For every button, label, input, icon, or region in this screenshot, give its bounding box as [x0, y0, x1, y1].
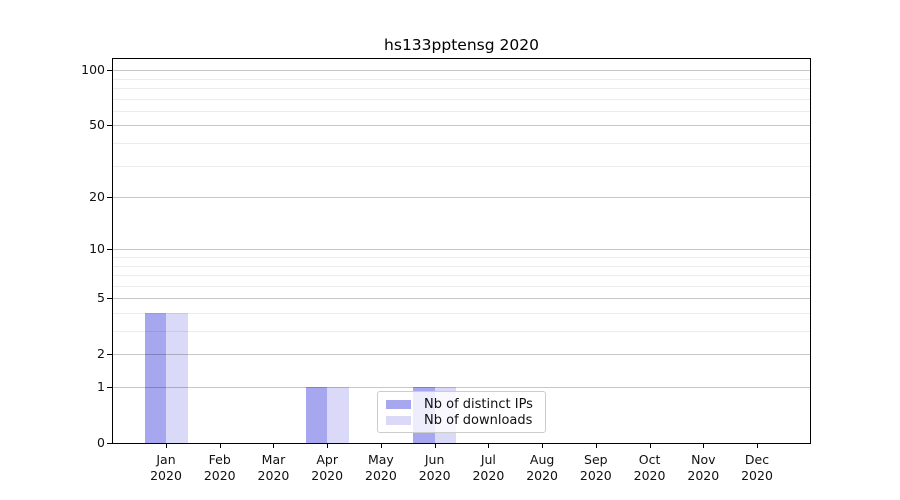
- x-tick-label-dec: Dec 2020: [730, 452, 784, 484]
- x-tick-label-nov: Nov 2020: [676, 452, 730, 484]
- legend-item-downloads: Nb of downloads: [386, 412, 537, 428]
- x-tick-month: Jun: [424, 452, 445, 467]
- x-tick-month: Jul: [480, 452, 496, 467]
- y-tick-0: [107, 443, 112, 444]
- x-tick-year: 2020: [150, 468, 182, 483]
- y-tick-2: [107, 354, 112, 356]
- x-tick-label-jan: Jan 2020: [139, 452, 193, 484]
- plot-area: Nb of distinct IPs Nb of downloads: [112, 58, 811, 444]
- x-tick-label-feb: Feb 2020: [193, 452, 247, 484]
- legend-label-downloads: Nb of downloads: [424, 412, 533, 428]
- x-tick-aug: [542, 444, 544, 448]
- x-tick-may: [380, 444, 382, 448]
- x-tick-year: 2020: [687, 468, 720, 483]
- x-tick-mar: [273, 444, 275, 448]
- x-tick-month: May: [367, 452, 394, 467]
- bar-distinct-ips-jan: [144, 313, 166, 443]
- x-tick-month: Sep: [584, 452, 608, 467]
- bars-layer: [113, 59, 810, 443]
- y-tick-label-2: 2: [97, 346, 105, 362]
- y-tick-50: [107, 125, 112, 127]
- legend-label-distinct-ips: Nb of distinct IPs: [424, 396, 533, 412]
- x-tick-month: Apr: [316, 452, 338, 467]
- x-tick-year: 2020: [311, 468, 344, 483]
- x-tick-label-sep: Sep 2020: [569, 452, 623, 484]
- x-tick-label-aug: Aug 2020: [515, 452, 569, 484]
- x-tick-label-mar: Mar 2020: [246, 452, 300, 484]
- x-tick-oct: [649, 444, 651, 448]
- legend-swatch-downloads: [386, 415, 411, 425]
- x-tick-year: 2020: [579, 468, 612, 483]
- x-tick-label-oct: Oct 2020: [623, 452, 677, 484]
- y-tick-label-50: 50: [89, 117, 105, 133]
- x-tick-year: 2020: [257, 468, 290, 483]
- y-tick-label-1: 1: [97, 379, 105, 394]
- x-tick-month: Mar: [261, 452, 286, 467]
- x-tick-label-apr: Apr 2020: [300, 452, 354, 484]
- x-tick-sep: [595, 444, 597, 448]
- y-tick-5: [107, 298, 112, 300]
- x-tick-feb: [219, 444, 221, 448]
- x-tick-label-jul: Jul 2020: [461, 452, 515, 484]
- x-tick-label-may: May 2020: [354, 452, 408, 484]
- y-tick-100: [107, 70, 112, 72]
- x-tick-label-jun: Jun 2020: [408, 452, 462, 484]
- x-tick-month: Jan: [156, 452, 176, 467]
- x-tick-month: Dec: [744, 452, 770, 467]
- bar-distinct-ips-apr: [305, 387, 328, 443]
- x-tick-month: Feb: [208, 452, 231, 467]
- x-tick-jan: [166, 444, 167, 448]
- legend: Nb of distinct IPs Nb of downloads: [377, 391, 546, 433]
- x-tick-year: 2020: [418, 468, 451, 483]
- x-tick-month: Nov: [691, 452, 716, 467]
- x-tick-apr: [327, 444, 329, 448]
- y-tick-label-100: 100: [81, 62, 105, 78]
- y-tick-10: [107, 249, 112, 251]
- y-tick-label-5: 5: [97, 290, 105, 306]
- bar-downloads-jan: [166, 313, 188, 443]
- x-tick-nov: [703, 444, 705, 448]
- y-tick-1: [107, 387, 112, 388]
- chart-title: hs133pptensg 2020: [384, 36, 539, 54]
- x-tick-dec: [757, 444, 759, 448]
- x-tick-month: Aug: [529, 452, 555, 467]
- legend-swatch-distinct-ips: [386, 399, 411, 409]
- y-tick-20: [107, 197, 112, 199]
- x-tick-year: 2020: [203, 468, 236, 483]
- x-tick-month: Oct: [638, 452, 661, 467]
- y-tick-label-20: 20: [89, 189, 105, 205]
- x-tick-jul: [488, 444, 490, 448]
- y-tick-label-10: 10: [89, 241, 105, 257]
- x-tick-year: 2020: [526, 468, 559, 483]
- x-tick-year: 2020: [633, 468, 666, 483]
- legend-item-distinct-ips: Nb of distinct IPs: [386, 396, 537, 412]
- x-tick-year: 2020: [365, 468, 397, 483]
- y-tick-label-0: 0: [97, 435, 105, 450]
- x-tick-jun: [434, 444, 436, 448]
- bar-downloads-apr: [327, 387, 349, 443]
- x-tick-year: 2020: [472, 468, 505, 483]
- x-tick-year: 2020: [741, 468, 773, 483]
